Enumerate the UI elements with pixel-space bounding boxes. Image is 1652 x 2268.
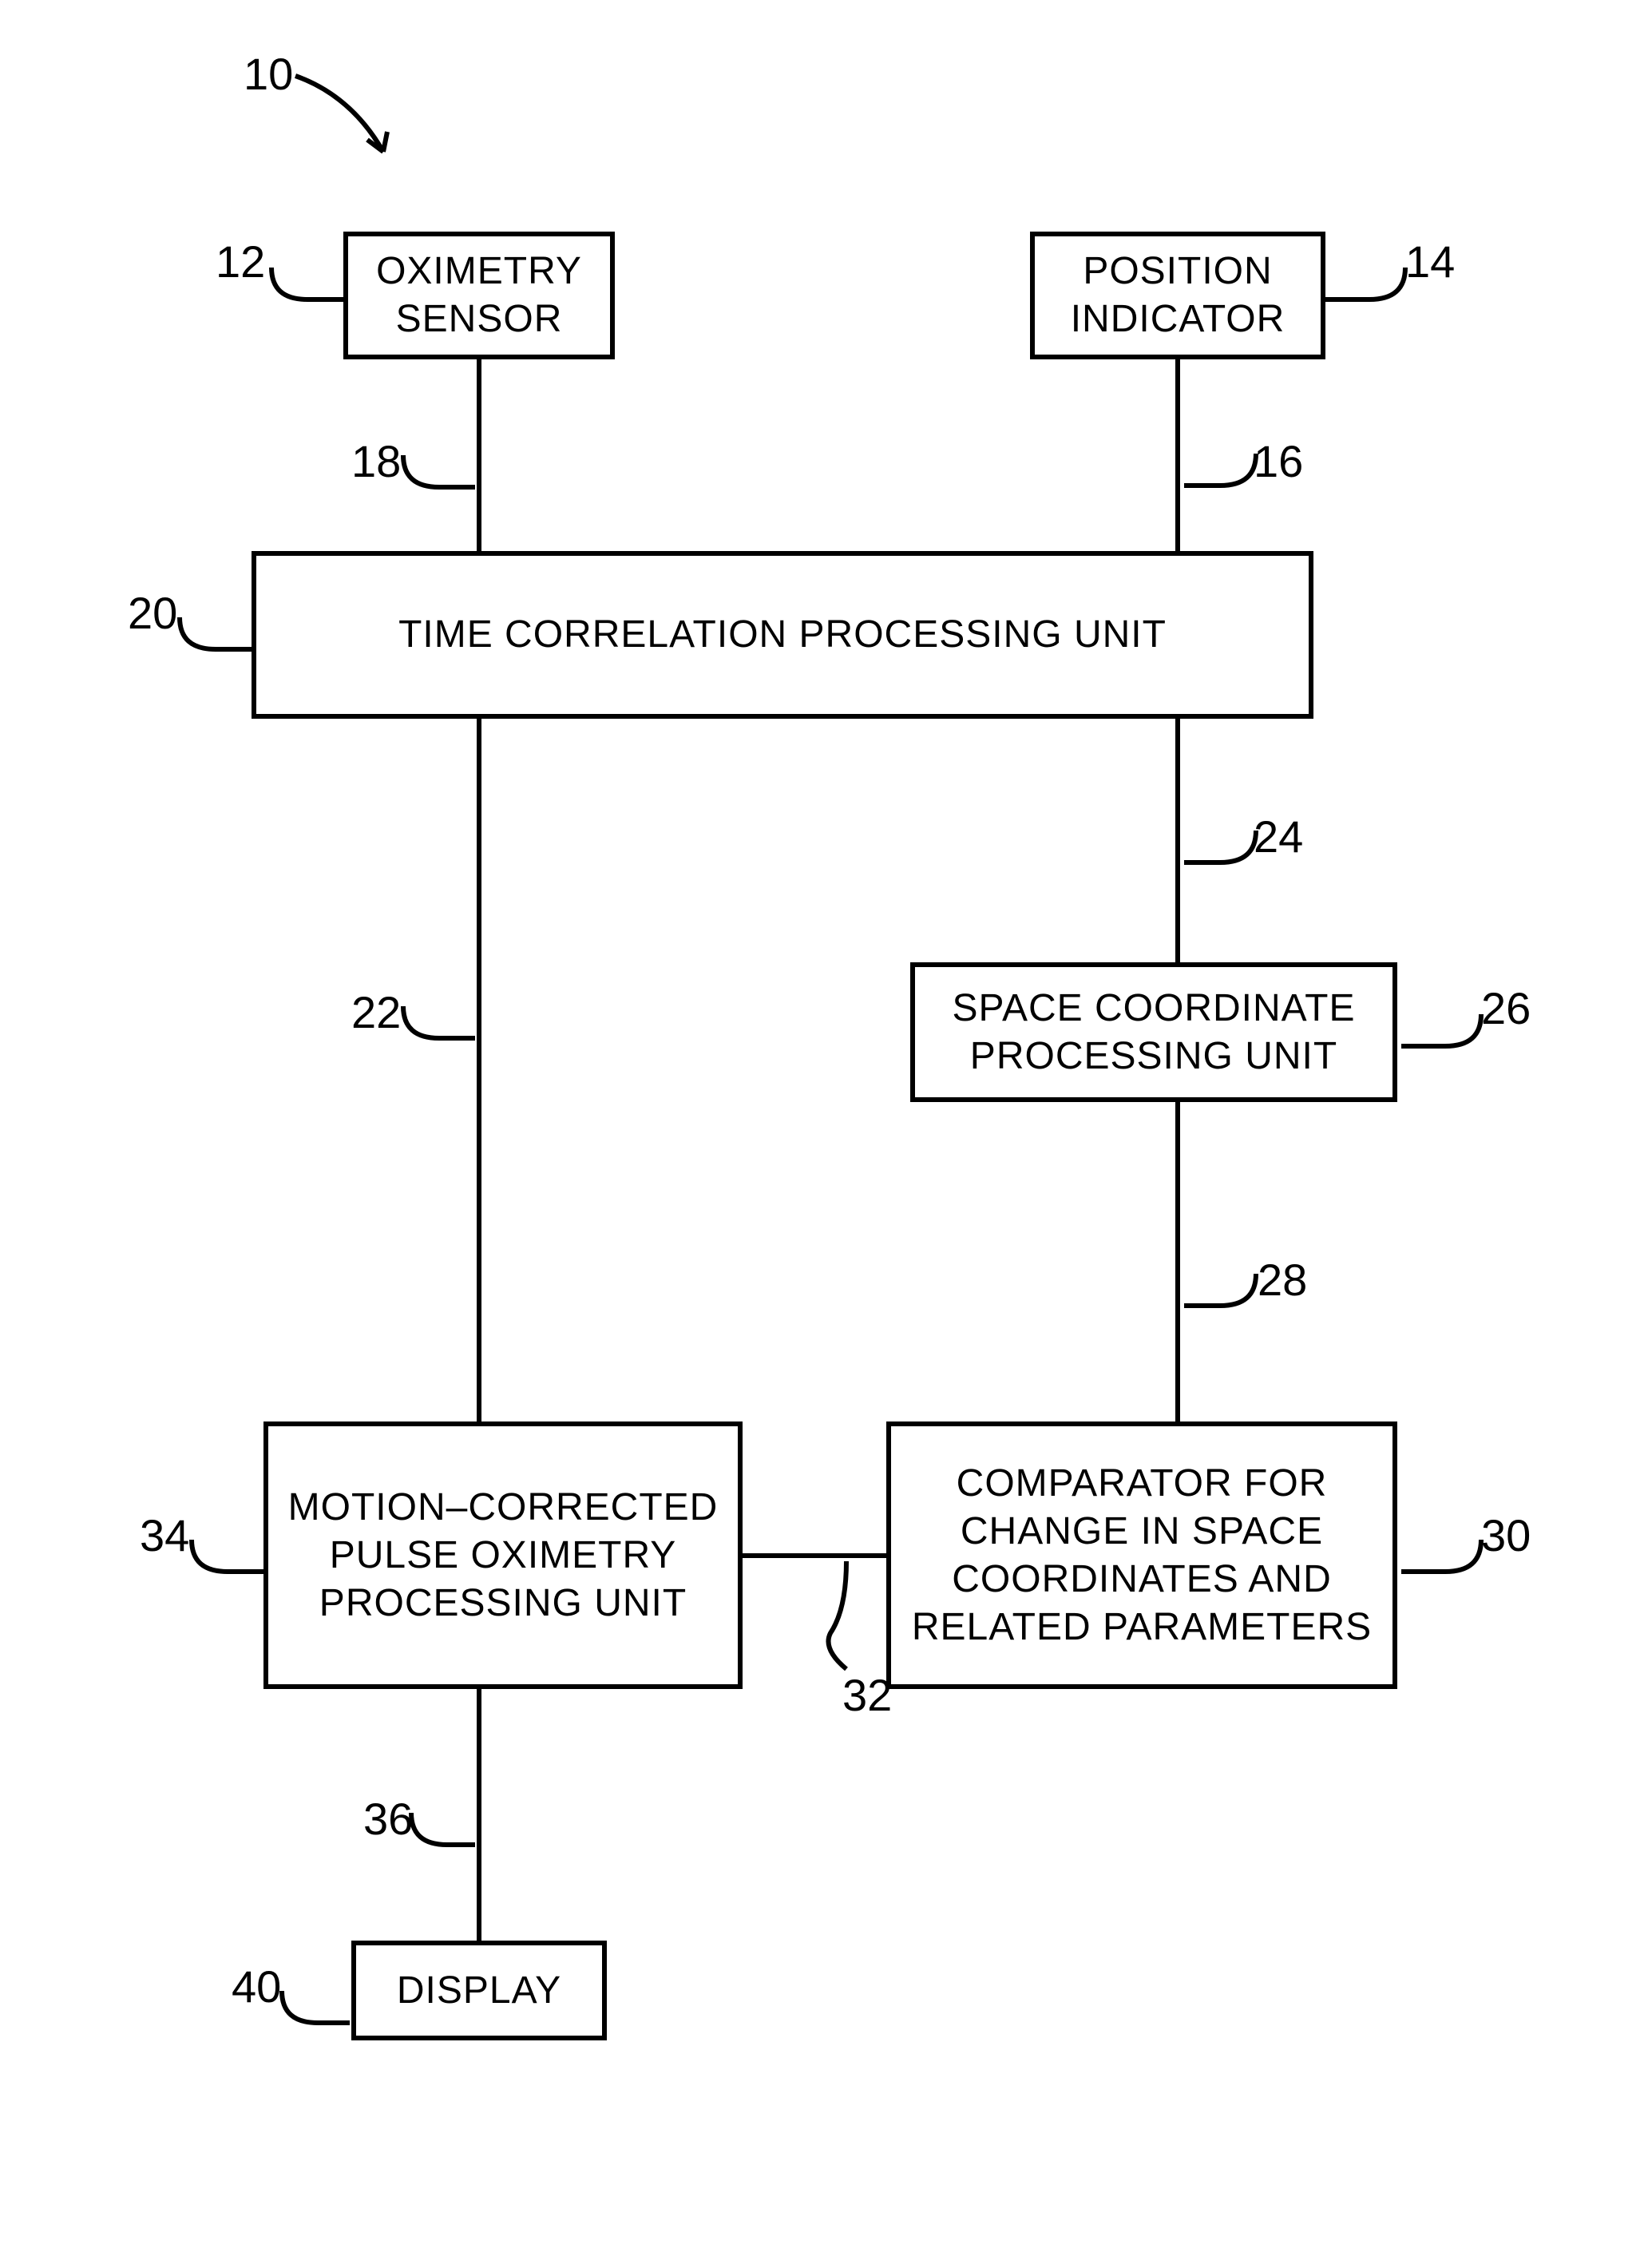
hook-40 [278,1979,354,2035]
edge-22 [477,719,481,1421]
time-correlation-box: TIME CORRELATION PROCESSING UNIT [252,551,1313,719]
hook-10 [287,64,431,184]
hook-26 [1397,1002,1485,1058]
hook-24 [1180,819,1260,874]
hook-32 [802,1561,858,1673]
hook-18 [399,443,479,499]
ref-40: 40 [232,1961,281,2012]
time-correlation-label: TIME CORRELATION PROCESSING UNIT [398,611,1167,659]
ref-10: 10 [244,48,293,100]
edge-32 [743,1553,886,1558]
hook-30 [1397,1528,1485,1584]
ref-20: 20 [128,587,177,639]
ref-34: 34 [140,1509,189,1561]
hook-36 [407,1801,479,1857]
ref-12: 12 [216,236,265,287]
ref-22: 22 [351,986,401,1038]
oximetry-sensor-box: OXIMETRY SENSOR [343,232,615,359]
hook-12 [267,256,347,311]
hook-28 [1180,1262,1260,1318]
ref-36: 36 [363,1793,413,1845]
hook-16 [1180,442,1260,498]
comparator-box: COMPARATOR FOR CHANGE IN SPACE COORDINAT… [886,1421,1397,1689]
block-diagram: OXIMETRY SENSOR POSITION INDICATOR TIME … [0,0,1652,2268]
ref-26: 26 [1481,982,1531,1034]
display-label: DISPLAY [397,1967,561,2015]
ref-28: 28 [1258,1254,1307,1306]
hook-14 [1321,256,1409,311]
motion-corrected-label: MOTION–CORRECTED PULSE OXIMETRY PROCESSI… [276,1484,730,1628]
hook-22 [399,994,479,1050]
ref-18: 18 [351,435,401,487]
oximetry-sensor-label: OXIMETRY SENSOR [356,248,602,343]
ref-30: 30 [1481,1509,1531,1561]
space-coordinate-label: SPACE COORDINATE PROCESSING UNIT [923,985,1385,1080]
hook-34 [188,1528,267,1584]
motion-corrected-box: MOTION–CORRECTED PULSE OXIMETRY PROCESSI… [263,1421,743,1689]
display-box: DISPLAY [351,1941,607,2040]
position-indicator-box: POSITION INDICATOR [1030,232,1325,359]
ref-32: 32 [842,1669,892,1721]
hook-20 [176,605,256,661]
space-coordinate-box: SPACE COORDINATE PROCESSING UNIT [910,962,1397,1102]
ref-14: 14 [1405,236,1455,287]
position-indicator-label: POSITION INDICATOR [1043,248,1313,343]
ref-24: 24 [1254,811,1303,862]
ref-16: 16 [1254,435,1303,487]
comparator-label: COMPARATOR FOR CHANGE IN SPACE COORDINAT… [899,1460,1385,1651]
